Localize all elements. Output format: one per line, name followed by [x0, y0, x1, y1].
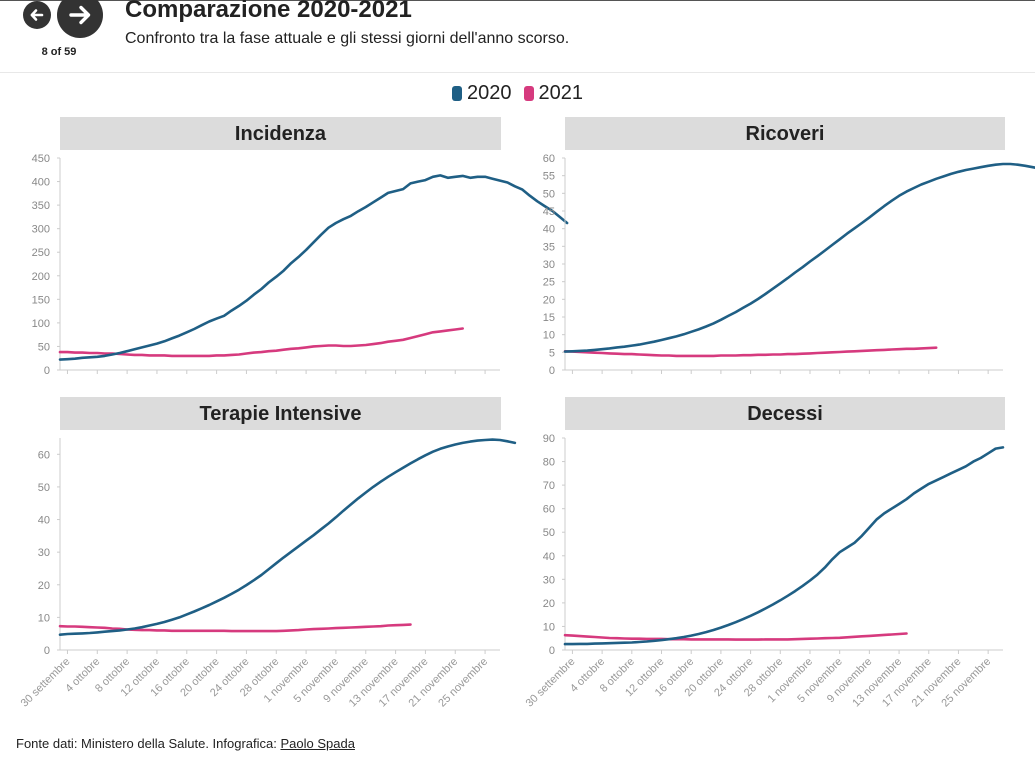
y-tick-label: 90 [543, 433, 555, 445]
y-tick-label: 250 [32, 247, 50, 259]
y-tick-label: 20 [38, 580, 50, 592]
top-border [0, 0, 1035, 1]
legend-swatch-2020 [452, 86, 462, 101]
series-line-2021-terapie-intensive[interactable] [58, 623, 412, 633]
y-tick-label: 35 [543, 241, 555, 253]
legend: 2020 2021 [0, 82, 1035, 105]
chart-header-incidenza [60, 117, 501, 150]
y-tick-label: 400 [32, 177, 50, 189]
y-tick-label: 0 [44, 645, 50, 657]
y-tick-label: 450 [32, 153, 50, 165]
series-line-2021-decessi[interactable] [563, 632, 908, 641]
y-tick-label: 30 [543, 259, 555, 271]
footer-source: Fonte dati: Ministero della Salute. Info… [16, 736, 281, 751]
chart-ricoveri: Ricoveri 0 5 10 15 20 25 30 35 40 45 50 55 60 [543, 117, 1035, 377]
chart-title-terapie-intensive: Terapie Intensive [200, 403, 362, 425]
y-tick-label: 40 [543, 224, 555, 236]
page-subtitle: Confronto tra la fase attuale e gli stes… [125, 30, 570, 47]
y-tick-label: 30 [38, 547, 50, 559]
chart-title-incidenza: Incidenza [235, 123, 327, 145]
y-tick-label: 20 [543, 294, 555, 306]
y-tick-label: 300 [32, 224, 50, 236]
y-tick-label: 50 [38, 482, 50, 494]
y-tick-label: 40 [38, 515, 50, 527]
y-tick-label: 70 [543, 480, 555, 492]
series-line-2020-incidenza[interactable] [58, 174, 569, 361]
y-tick-label: 200 [32, 271, 50, 283]
y-tick-label: 15 [543, 312, 555, 324]
legend-item-2021[interactable]: 2021 [523, 82, 584, 105]
y-tick-label: 30 [543, 574, 555, 586]
series-line-2020-ricoveri[interactable] [563, 162, 1035, 353]
arrow-left-icon [30, 9, 44, 21]
legend-swatch-2021 [523, 86, 534, 101]
y-tick-label: 0 [549, 645, 555, 657]
y-tick-label: 55 [543, 171, 555, 183]
slide-counter: 8 of 59 [41, 46, 77, 58]
author-link[interactable]: Paolo Spada [280, 736, 355, 751]
y-tick-label: 40 [543, 551, 555, 563]
y-tick-label: 50 [543, 188, 555, 200]
y-tick-label: 20 [543, 598, 555, 610]
y-tick-label: 5 [549, 347, 555, 359]
next-slide-button[interactable] [57, 0, 103, 38]
chart-header-decessi [565, 397, 1005, 430]
y-tick-label: 0 [44, 365, 50, 377]
legend-item-2020[interactable]: 2020 [452, 82, 512, 105]
y-tick-label: 100 [32, 318, 50, 330]
y-tick-label: 60 [38, 449, 50, 461]
y-tick-label: 80 [543, 457, 555, 469]
chart-header-terapie-intensive [60, 397, 501, 430]
x-tick-label: 30 settembre [19, 656, 73, 710]
legend-label-2021: 2021 [538, 82, 584, 104]
y-tick-label: 60 [543, 504, 555, 516]
page-title: Comparazione 2020-2021 [125, 0, 412, 23]
y-tick-label: 50 [38, 341, 50, 353]
y-tick-label: 10 [543, 621, 555, 633]
chart-title-ricoveri: Ricoveri [746, 123, 825, 145]
y-tick-label: 60 [543, 153, 555, 165]
y-tick-label: 0 [549, 365, 555, 377]
legend-label-2020: 2020 [467, 82, 512, 104]
footer-credits: Fonte dati: Ministero della Salute. Info… [16, 736, 355, 751]
y-tick-label: 25 [543, 277, 555, 289]
y-tick-label: 50 [543, 527, 555, 539]
series-line-2020-terapie-intensive[interactable] [58, 438, 517, 637]
x-tick-label: 30 settembre [524, 656, 578, 710]
chart-terapie-intensive: Terapie Intensive 0 10 20 30 40 50 60 30 settemb… [19, 397, 517, 710]
series-line-2021-incidenza[interactable] [58, 327, 465, 358]
y-tick-label: 45 [543, 206, 555, 218]
arrow-right-icon [69, 5, 91, 25]
y-tick-label: 10 [38, 612, 50, 624]
series-line-2021-ricoveri[interactable] [563, 346, 938, 358]
chart-header-ricoveri [565, 117, 1005, 150]
chart-title-decessi: Decessi [747, 403, 823, 425]
series-line-2020-decessi[interactable] [563, 446, 1005, 646]
header-divider [0, 72, 1035, 73]
prev-slide-button[interactable] [23, 1, 51, 29]
y-tick-label: 10 [543, 330, 555, 342]
y-tick-label: 350 [32, 200, 50, 212]
y-tick-label: 150 [32, 294, 50, 306]
